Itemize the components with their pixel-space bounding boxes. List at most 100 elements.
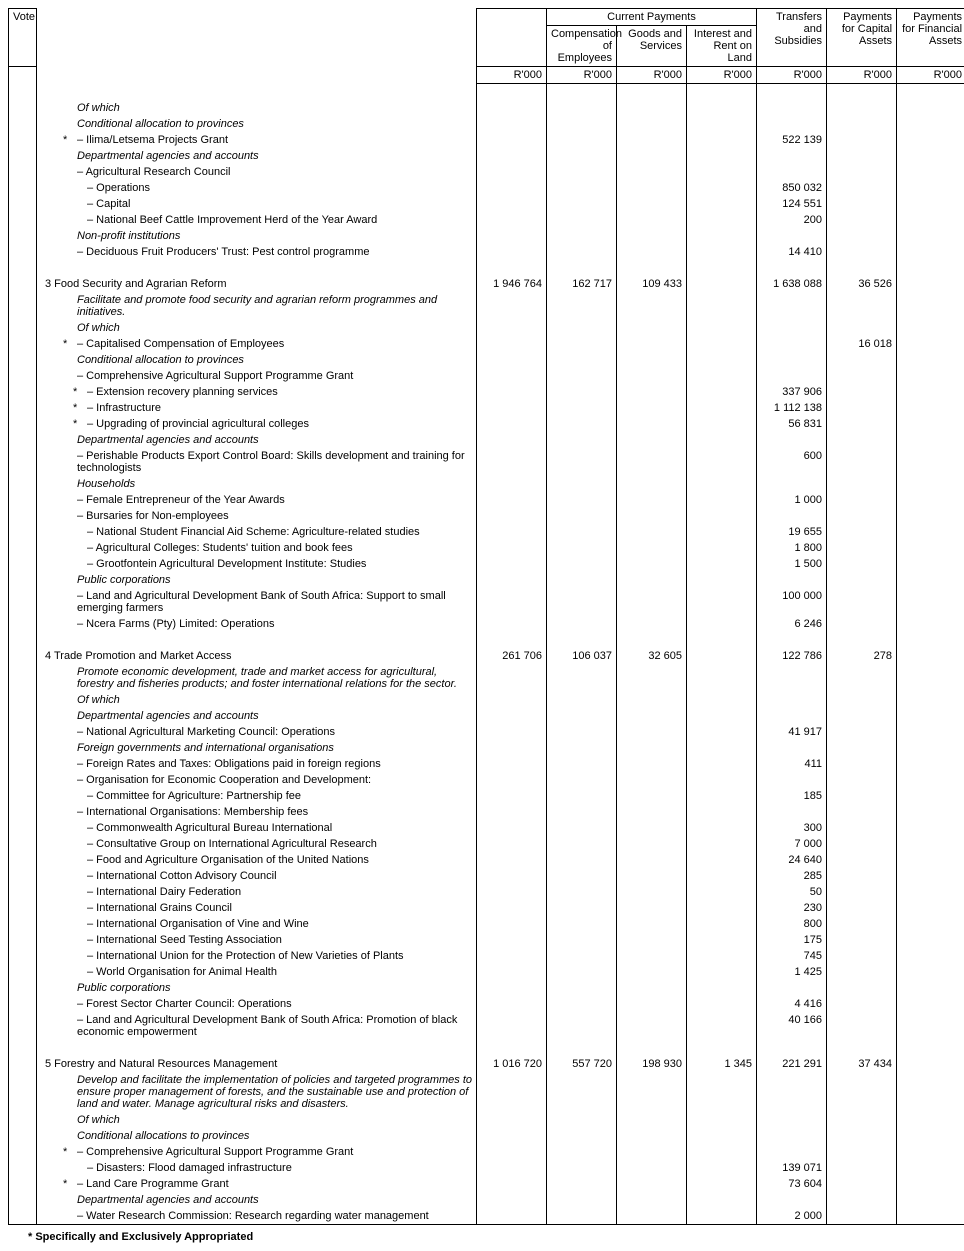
cell-fin	[897, 180, 964, 196]
cell-int	[687, 260, 757, 276]
hdr-goods: Goods and Services	[617, 26, 687, 67]
cell-goods	[617, 932, 687, 948]
cell-comp	[547, 588, 617, 616]
cell-int	[687, 416, 757, 432]
cell-cap	[827, 724, 897, 740]
row-desc: – Food and Agriculture Organisation of t…	[37, 852, 477, 868]
row-desc: – Foreign Rates and Taxes: Obligations p…	[37, 756, 477, 772]
cell-goods	[617, 244, 687, 260]
cell-tr: 1 638 088	[757, 276, 827, 292]
cell-cap	[827, 852, 897, 868]
cell-goods	[617, 616, 687, 632]
cell-goods	[617, 1160, 687, 1176]
cell-cap	[827, 196, 897, 212]
cell-comp: 106 037	[547, 648, 617, 664]
cell-int	[687, 196, 757, 212]
cell-cap	[827, 260, 897, 276]
cell-total	[477, 448, 547, 476]
cell-int	[687, 228, 757, 244]
cell-cap	[827, 820, 897, 836]
cell-int	[687, 180, 757, 196]
cell-int	[687, 756, 757, 772]
cell-goods	[617, 524, 687, 540]
cell-int	[687, 572, 757, 588]
cell-fin	[897, 384, 964, 400]
cell-comp	[547, 616, 617, 632]
cell-fin	[897, 492, 964, 508]
cell-total	[477, 616, 547, 632]
cell-fin	[897, 368, 964, 384]
cell-comp	[547, 320, 617, 336]
row-desc: Of which	[37, 100, 477, 116]
cell-fin	[897, 100, 964, 116]
cell-goods	[617, 996, 687, 1012]
cell-cap	[827, 756, 897, 772]
cell-goods	[617, 772, 687, 788]
cell-int	[687, 540, 757, 556]
cell-comp	[547, 1144, 617, 1160]
cell-fin	[897, 616, 964, 632]
cell-cap	[827, 664, 897, 692]
cell-fin	[897, 1040, 964, 1056]
cell-cap	[827, 540, 897, 556]
cell-tr: 337 906	[757, 384, 827, 400]
cell-tr	[757, 148, 827, 164]
cell-cap: 37 434	[827, 1056, 897, 1072]
cell-comp	[547, 820, 617, 836]
hdr-blank	[37, 9, 477, 67]
cell-total	[477, 432, 547, 448]
unit-int: R'000	[687, 67, 757, 84]
cell-int	[687, 448, 757, 476]
cell-tr: 6 246	[757, 616, 827, 632]
cell-int	[687, 1072, 757, 1112]
row-desc: – World Organisation for Animal Health	[37, 964, 477, 980]
cell-goods	[617, 1072, 687, 1112]
cell-int	[687, 852, 757, 868]
cell-comp	[547, 292, 617, 320]
cell-tr: 850 032	[757, 180, 827, 196]
cell-goods	[617, 572, 687, 588]
cell-fin	[897, 320, 964, 336]
cell-comp	[547, 132, 617, 148]
cell-total	[477, 1072, 547, 1112]
row-desc: – Disasters: Flood damaged infrastructur…	[37, 1160, 477, 1176]
cell-int	[687, 336, 757, 352]
cell-comp	[547, 852, 617, 868]
asterisk-marker: *	[73, 386, 83, 398]
cell-cap	[827, 556, 897, 572]
cell-int	[687, 772, 757, 788]
cell-cap	[827, 804, 897, 820]
cell-tr	[757, 804, 827, 820]
cell-cap	[827, 1192, 897, 1208]
cell-cap	[827, 692, 897, 708]
cell-goods	[617, 1208, 687, 1225]
cell-cap	[827, 384, 897, 400]
cell-total	[477, 852, 547, 868]
cell-comp	[547, 724, 617, 740]
cell-goods	[617, 664, 687, 692]
cell-total	[477, 820, 547, 836]
cell-comp	[547, 400, 617, 416]
cell-total	[477, 664, 547, 692]
cell-goods	[617, 692, 687, 708]
cell-int	[687, 556, 757, 572]
cell-tr	[757, 368, 827, 384]
cell-total	[477, 884, 547, 900]
cell-comp	[547, 836, 617, 852]
cell-total	[477, 212, 547, 228]
cell-tr	[757, 1040, 827, 1056]
row-desc: – Bursaries for Non-employees	[37, 508, 477, 524]
cell-cap	[827, 868, 897, 884]
cell-tr	[757, 740, 827, 756]
cell-goods	[617, 320, 687, 336]
cell-fin	[897, 1112, 964, 1128]
cell-int	[687, 212, 757, 228]
cell-tr	[757, 100, 827, 116]
cell-goods	[617, 416, 687, 432]
cell-total	[477, 508, 547, 524]
cell-total	[477, 400, 547, 416]
cell-total	[477, 556, 547, 572]
cell-fin	[897, 724, 964, 740]
cell-fin	[897, 1056, 964, 1072]
cell-cap	[827, 788, 897, 804]
